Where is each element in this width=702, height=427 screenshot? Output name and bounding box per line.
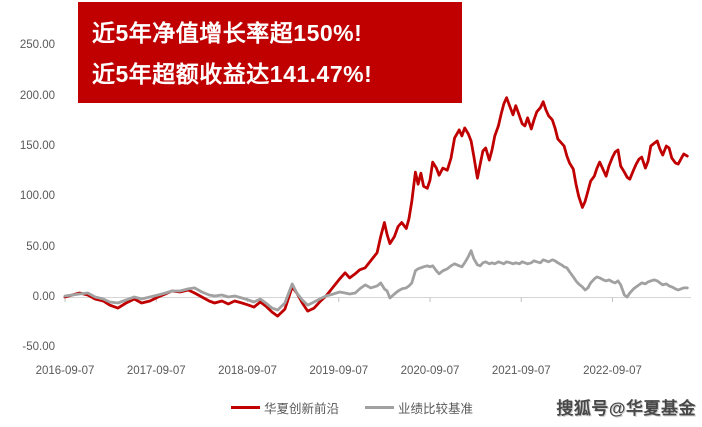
headline-line-1: 近5年净值增长率超150%! [92,20,363,46]
legend-item-fund: 华夏创新前沿 [231,398,339,417]
x-tick-label: 2016-09-07 [35,365,95,377]
y-tick-label: 50.00 [26,240,55,253]
fund-line-swatch [231,406,260,409]
y-tick-label: -50.00 [22,341,55,354]
y-tick-label: 0.00 [32,291,55,303]
x-tick-label: 2022-09-07 [583,365,642,377]
y-tick-label: 250.00 [19,39,55,52]
x-tick-label: 2020-09-07 [400,365,460,377]
y-tick-label: 150.00 [19,139,55,152]
headline-banner: 近5年净值增长率超150%! 近5年超额收益达141.47%! [78,2,462,103]
benchmark-line-swatch [365,406,395,409]
x-tick-label: 2021-09-07 [491,365,551,377]
y-tick-label: 100.00 [19,190,55,203]
fund-legend-label: 华夏创新前沿 [264,402,340,416]
sohu-watermark: 搜狐号@华夏基金 [556,399,696,418]
headline-line-2: 近5年超额收益达141.47%! [92,61,373,87]
x-tick-label: 2018-09-07 [218,365,277,377]
benchmark-legend-label: 业绩比较基准 [398,402,474,416]
chart-legend: 华夏创新前沿 业绩比较基准 [231,398,473,417]
y-tick-label: 200.00 [19,89,55,102]
x-tick-label: 2017-09-07 [126,365,186,377]
legend-item-benchmark: 业绩比较基准 [365,398,473,417]
x-tick-label: 2019-09-07 [309,365,369,377]
